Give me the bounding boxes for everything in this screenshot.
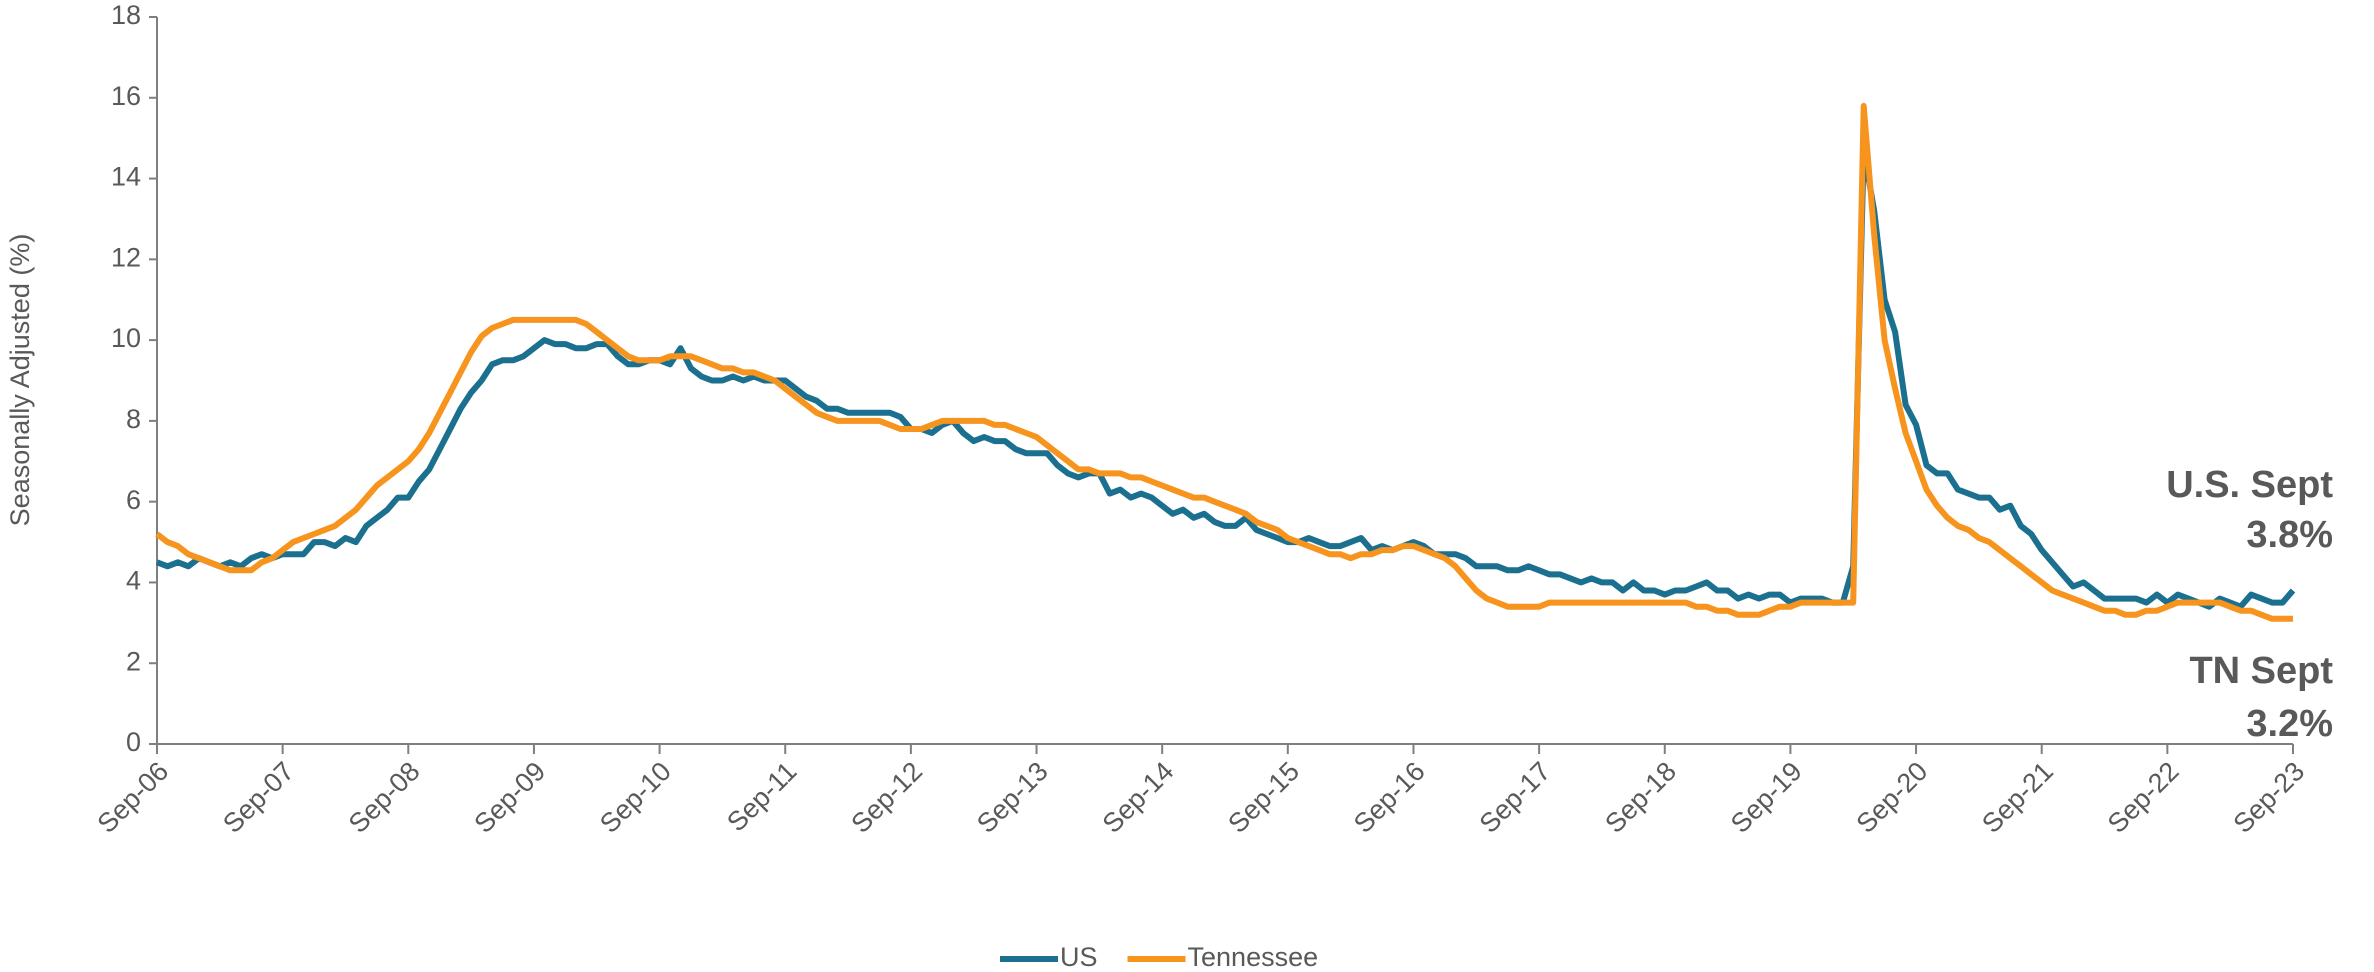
y-tick-label: 10 — [111, 323, 141, 353]
y-tick-label: 0 — [126, 727, 141, 757]
x-tick-label: Sep-21 — [1976, 756, 2059, 839]
x-tick-label: Sep-23 — [2227, 756, 2310, 839]
y-tick-label: 8 — [126, 404, 141, 434]
legend-label: Tennessee — [1188, 942, 1319, 972]
y-tick-label: 6 — [126, 485, 141, 515]
y-tick-label: 16 — [111, 81, 141, 111]
series-line — [155, 147, 2296, 610]
y-tick-label: 12 — [111, 242, 141, 272]
y-tick-label: 14 — [111, 162, 141, 192]
annotation: 3.2% — [2246, 703, 2333, 745]
y-tick-label: 4 — [126, 566, 141, 596]
y-tick-label: 18 — [111, 0, 141, 30]
legend-label: US — [1060, 942, 1098, 972]
x-tick-label: Sep-10 — [594, 756, 677, 839]
x-tick-label: Sep-09 — [468, 756, 551, 839]
x-tick-label: Sep-06 — [91, 756, 174, 839]
x-tick-label: Sep-20 — [1851, 756, 1934, 839]
x-tick-label: Sep-14 — [1097, 756, 1180, 839]
x-tick-label: Sep-12 — [845, 756, 928, 839]
annotation: TN Sept — [2189, 650, 2333, 692]
y-tick-label: 2 — [126, 646, 141, 676]
x-tick-label: Sep-07 — [217, 756, 300, 839]
x-tick-label: Sep-17 — [1474, 756, 1557, 839]
x-tick-label: Sep-08 — [343, 756, 426, 839]
x-tick-label: Sep-22 — [2102, 756, 2185, 839]
x-tick-label: Sep-19 — [1725, 756, 1808, 839]
x-tick-label: Sep-11 — [721, 756, 802, 837]
series-line — [155, 102, 2293, 622]
x-tick-label: Sep-13 — [971, 756, 1054, 839]
annotation: U.S. Sept — [2166, 464, 2333, 506]
x-tick-label: Sep-16 — [1348, 756, 1431, 839]
annotation: 3.8% — [2246, 514, 2333, 556]
x-tick-label: Sep-18 — [1599, 756, 1682, 839]
y-axis-label: Seasonally Adjusted (%) — [5, 234, 35, 527]
x-tick-label: Sep-15 — [1222, 756, 1305, 839]
